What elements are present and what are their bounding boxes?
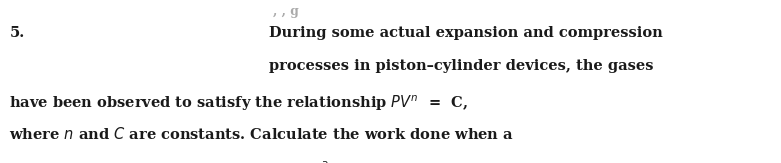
Text: , , g: , , g <box>273 5 299 18</box>
Text: processes in piston–cylinder devices, the gases: processes in piston–cylinder devices, th… <box>269 59 654 74</box>
Text: have been observed to satisfy the relationship $PV^{n}$  =  C,: have been observed to satisfy the relati… <box>9 93 468 112</box>
Text: During some actual expansion and compression: During some actual expansion and compres… <box>269 26 663 40</box>
Text: 5.: 5. <box>9 26 25 40</box>
Text: where $n$ and $C$ are constants. Calculate the work done when a: where $n$ and $C$ are constants. Calcula… <box>9 126 515 142</box>
Text: gas expands from 150 kPa and 0.03 m$^{3}$ to a final volume of: gas expands from 150 kPa and 0.03 m$^{3}… <box>9 160 496 163</box>
